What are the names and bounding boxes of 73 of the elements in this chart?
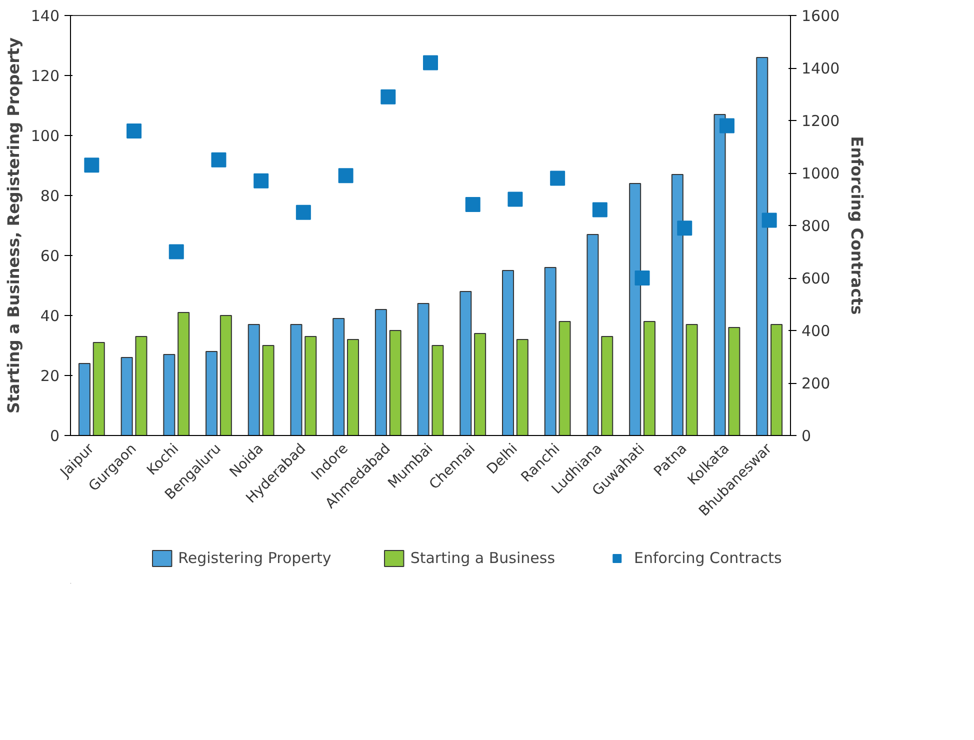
bar [304,336,317,436]
bar [417,303,430,436]
bar [728,327,740,436]
y-tick-label: 100 [30,127,60,145]
bar [374,309,387,436]
bar [178,312,190,436]
point [380,89,396,104]
y2-tick-label: 1600 [802,7,840,25]
point [168,244,184,260]
point [211,152,226,168]
bar [544,267,556,436]
bar [686,324,698,436]
point [126,124,142,138]
bar [516,339,528,436]
bar [346,339,359,436]
point [84,158,100,173]
legend-label: Enforcing Contracts [634,549,782,567]
y-tick-label: 0 [50,427,60,445]
bar [248,324,260,436]
point [296,204,311,220]
point [592,202,608,218]
y2-tick-label: 1200 [802,112,840,130]
legend-label: Starting a Business [410,549,556,567]
point [719,118,734,134]
bar [601,336,614,436]
point [550,170,566,186]
bar [671,174,684,436]
y2-tick-label: 1000 [802,164,840,182]
y-tick-label: 140 [30,7,60,25]
point [423,55,438,70]
y2-tick-label: 1400 [802,60,840,78]
bar [78,363,90,436]
y-tick-label: 60 [40,247,60,265]
bar [332,318,345,436]
bar [120,357,133,436]
bar [262,345,274,436]
y-tick-label: 120 [30,67,60,85]
bar [163,354,176,436]
y2-tick-label: 400 [802,322,830,340]
point [338,168,354,184]
y-tick-label: 80 [40,187,60,205]
bar [714,114,726,436]
bar [558,321,571,436]
bar [92,342,105,436]
point [677,220,692,236]
bar [756,57,768,436]
bar [629,183,642,436]
bar [474,333,486,436]
y2-tick-label: 600 [802,270,830,288]
legend-label: Registering Property [178,549,332,567]
bar [206,351,218,436]
point [762,212,777,228]
y-axis-title: Starting a Business, Registering Property [4,36,23,414]
point [254,173,269,188]
bar [389,330,402,436]
bar [643,321,656,436]
bar [770,324,783,436]
bar [460,291,472,436]
y-tick-label: 20 [40,367,60,385]
point [508,192,523,207]
y2-tick-label: 200 [802,374,830,392]
bar [432,345,444,436]
point [634,270,650,286]
bar [586,234,599,436]
bar [290,324,302,436]
y-tick-label: 40 [40,307,60,325]
bar [502,270,514,436]
point [465,197,480,212]
y2-tick-label: 0 [802,427,812,445]
bar [220,315,232,436]
y2-tick-label: 800 [802,217,830,235]
y2-axis-title: Enforcing Contracts [848,136,867,315]
bar [135,336,148,436]
